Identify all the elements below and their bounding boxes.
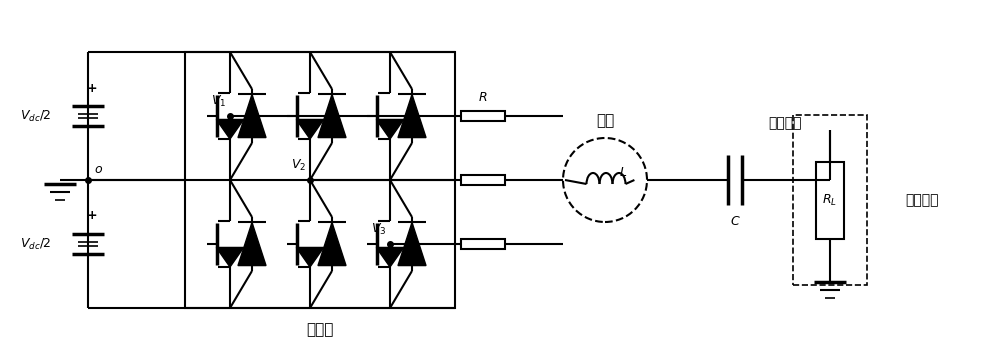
Text: $V_3$: $V_3$ — [371, 222, 386, 237]
Text: $o$: $o$ — [94, 163, 103, 176]
Polygon shape — [216, 247, 244, 267]
Polygon shape — [296, 247, 324, 267]
Text: +: + — [87, 81, 97, 94]
Text: $C$: $C$ — [730, 215, 740, 228]
Text: 逆变器: 逆变器 — [306, 323, 334, 338]
Polygon shape — [238, 94, 266, 138]
Text: $V_{dc}/2$: $V_{dc}/2$ — [20, 108, 52, 123]
Text: $V_{dc}/2$: $V_{dc}/2$ — [20, 237, 52, 252]
Polygon shape — [376, 247, 404, 267]
Text: $V_1$: $V_1$ — [211, 94, 226, 109]
Text: $L$: $L$ — [619, 166, 627, 179]
Bar — [816, 162, 844, 239]
Text: 补偿电容: 补偿电容 — [768, 116, 802, 130]
Polygon shape — [376, 120, 404, 139]
Bar — [793, 115, 867, 285]
Text: +: + — [87, 210, 97, 222]
Text: 等效负载: 等效负载 — [905, 193, 939, 207]
Polygon shape — [238, 222, 266, 266]
Text: $R_L$: $R_L$ — [822, 193, 838, 208]
Bar — [461, 239, 505, 249]
Polygon shape — [318, 222, 346, 266]
Bar — [185, 52, 455, 308]
Polygon shape — [216, 120, 244, 139]
Bar — [461, 175, 505, 185]
Polygon shape — [398, 222, 426, 266]
Polygon shape — [398, 94, 426, 138]
Text: $R$: $R$ — [478, 91, 488, 104]
Polygon shape — [318, 94, 346, 138]
Text: 电机: 电机 — [596, 113, 614, 128]
Polygon shape — [296, 120, 324, 139]
Bar — [461, 111, 505, 121]
Text: $V_2$: $V_2$ — [291, 158, 306, 173]
